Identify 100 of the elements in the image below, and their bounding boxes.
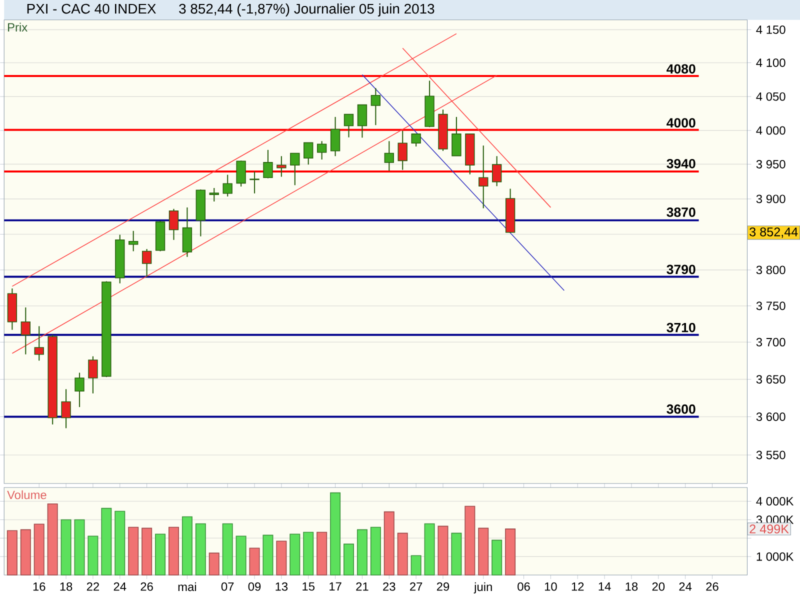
ref-line-label: 3710 [666, 322, 696, 332]
x-tick-label: 13 [276, 582, 288, 591]
x-tick-label: 20 [652, 582, 665, 591]
bar [410, 555, 422, 576]
bar [344, 544, 354, 576]
candlestick [370, 88, 381, 126]
bar [478, 528, 489, 576]
candlestick [263, 149, 273, 179]
candlestick [384, 140, 394, 172]
candlestick [128, 230, 138, 252]
x-tick-label: 26 [706, 582, 718, 591]
x-tick-label: mai [178, 582, 196, 592]
x-tick-label: 26 [140, 582, 153, 591]
x-tick-label: 24 [679, 582, 692, 591]
bar [74, 519, 85, 576]
candlestick [168, 208, 179, 240]
y-tick-label: 3 900 [756, 194, 786, 204]
bar [464, 506, 476, 576]
bar [330, 492, 341, 576]
bar [60, 519, 72, 576]
candlestick [304, 142, 314, 166]
x-tick-label: 15 [302, 582, 315, 591]
x-tick-label: 16 [33, 582, 46, 591]
bar [168, 526, 179, 576]
ref-line-label: 4000 [666, 118, 696, 128]
y-tick-label: 3 800 [756, 266, 786, 274]
candlestick [20, 306, 30, 355]
bar [222, 523, 233, 576]
x-tick-label: 29 [436, 582, 450, 591]
ref-line-label: 3790 [666, 264, 696, 274]
x-tick-label: 14 [598, 582, 611, 591]
bar [424, 523, 435, 576]
x-tick-label: juin [474, 582, 492, 594]
bar [142, 528, 152, 576]
candlestick [222, 174, 232, 198]
bar [262, 534, 274, 576]
bar [88, 536, 98, 576]
candlestick [492, 156, 502, 187]
bar [290, 534, 300, 576]
bar [316, 532, 328, 576]
ref-line-label: 3870 [666, 208, 696, 217]
bar [438, 526, 448, 576]
x-tick-label: 18 [60, 582, 72, 591]
text: 2 499K [750, 524, 789, 534]
candlestick [398, 130, 408, 170]
x-tick-label: 21 [356, 582, 368, 591]
candlestick [330, 116, 340, 157]
bar [370, 526, 381, 576]
text: 3 852,44 [750, 227, 798, 238]
y-tick-label: 3 700 [756, 338, 786, 346]
candlestick [250, 171, 260, 194]
bar [505, 528, 516, 576]
y-tick-label: 3 650 [756, 375, 786, 384]
candlestick [34, 326, 44, 362]
candlestick [357, 104, 368, 138]
x-tick-label: 22 [86, 582, 99, 591]
x-tick-label: 09 [248, 582, 261, 591]
bar [384, 511, 394, 576]
y-tick-label: 4 000 [756, 126, 786, 135]
x-tick-label: 06 [518, 582, 530, 591]
candlestick [236, 160, 246, 188]
y-axis-title: Volume [7, 490, 46, 500]
candlestick [209, 188, 219, 202]
bar [20, 529, 31, 576]
y-tick-label: 3 950 [756, 160, 786, 168]
y-axis-title: Prix [8, 22, 28, 32]
candlestick [61, 388, 71, 429]
ref-line-label: 3940 [666, 158, 696, 168]
x-tick-label: 27 [410, 582, 422, 591]
candlestick [88, 356, 98, 394]
bar [101, 508, 112, 576]
x-tick-label: 10 [544, 582, 557, 591]
candlestick [411, 133, 421, 148]
x-tick-label: 12 [572, 582, 584, 591]
y-tick-label: 3 750 [756, 302, 786, 310]
bar [195, 523, 206, 576]
candlestick [74, 372, 84, 408]
x-tick-label: 17 [330, 582, 342, 591]
bar [34, 524, 44, 576]
bar [276, 540, 287, 576]
bar [114, 510, 126, 576]
chart-subtitle: 3 852,44 (-1,87%) Journalier 05 juin 2013 [179, 4, 434, 16]
x-tick-label: 18 [626, 582, 638, 591]
bar [356, 529, 368, 576]
y-tick-label: 4 050 [756, 92, 786, 101]
candlestick [316, 140, 327, 160]
y-tick-label: 4 100 [756, 58, 786, 67]
bar [128, 526, 139, 576]
candlestick [452, 116, 462, 156]
bar [155, 534, 166, 576]
bar [397, 532, 408, 576]
y-tick-label: 3 550 [756, 450, 786, 460]
bar [451, 532, 462, 576]
bar [492, 540, 502, 576]
bar [249, 548, 260, 576]
y-tick-label: 1 000K [756, 552, 794, 561]
x-tick-label: 23 [383, 582, 396, 591]
candlestick [142, 248, 152, 278]
ref-line-label: 4080 [666, 64, 696, 74]
candlestick [276, 156, 286, 178]
